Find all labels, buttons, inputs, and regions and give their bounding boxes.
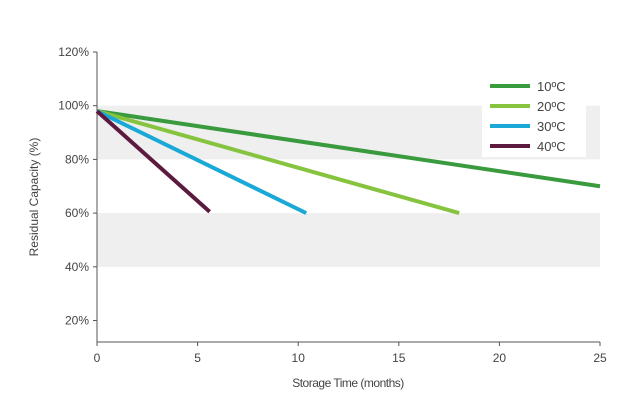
legend-label: 10ºC	[537, 79, 566, 94]
x-ticks: 0 5 10 15 20 25	[94, 342, 607, 365]
chart-frame: 20% 40% 60% 80% 100% 120% 0 5 10 15 20 25 10ºC 20ºC…	[6, 6, 618, 392]
y-tick-label: 100%	[58, 99, 89, 113]
x-tick-label: 20	[493, 351, 507, 365]
series-line	[95, 109, 212, 214]
y-tick-label: 20%	[65, 314, 89, 328]
series-line	[96, 109, 601, 189]
y-ticks: 20% 40% 60% 80% 100% 120%	[58, 45, 97, 328]
legend-label: 40ºC	[537, 139, 566, 154]
series-line	[96, 109, 460, 216]
legend-label: 30ºC	[537, 119, 566, 134]
background-band	[97, 213, 600, 267]
y-tick-label: 120%	[58, 45, 89, 59]
x-tick-label: 25	[593, 351, 607, 365]
y-tick-label: 80%	[65, 152, 89, 166]
x-tick-label: 15	[392, 351, 406, 365]
x-axis-title: Storage Time (months)	[292, 376, 404, 390]
axes	[96, 52, 600, 343]
capacity-chart: 20% 40% 60% 80% 100% 120% 0 5 10 15 20 25 10ºC 20ºC…	[27, 45, 607, 390]
legend-label: 20ºC	[537, 99, 566, 114]
series-line	[96, 109, 308, 215]
series-lines	[95, 109, 601, 216]
y-tick-label: 40%	[65, 260, 89, 274]
x-tick-label: 5	[194, 351, 201, 365]
y-tick-label: 60%	[65, 206, 89, 220]
x-tick-label: 10	[292, 351, 306, 365]
legend: 10ºC 20ºC 30ºC 40ºC	[482, 73, 586, 157]
x-tick-label: 0	[94, 351, 101, 365]
y-axis-title: Residual Capacity (%)	[27, 138, 41, 257]
